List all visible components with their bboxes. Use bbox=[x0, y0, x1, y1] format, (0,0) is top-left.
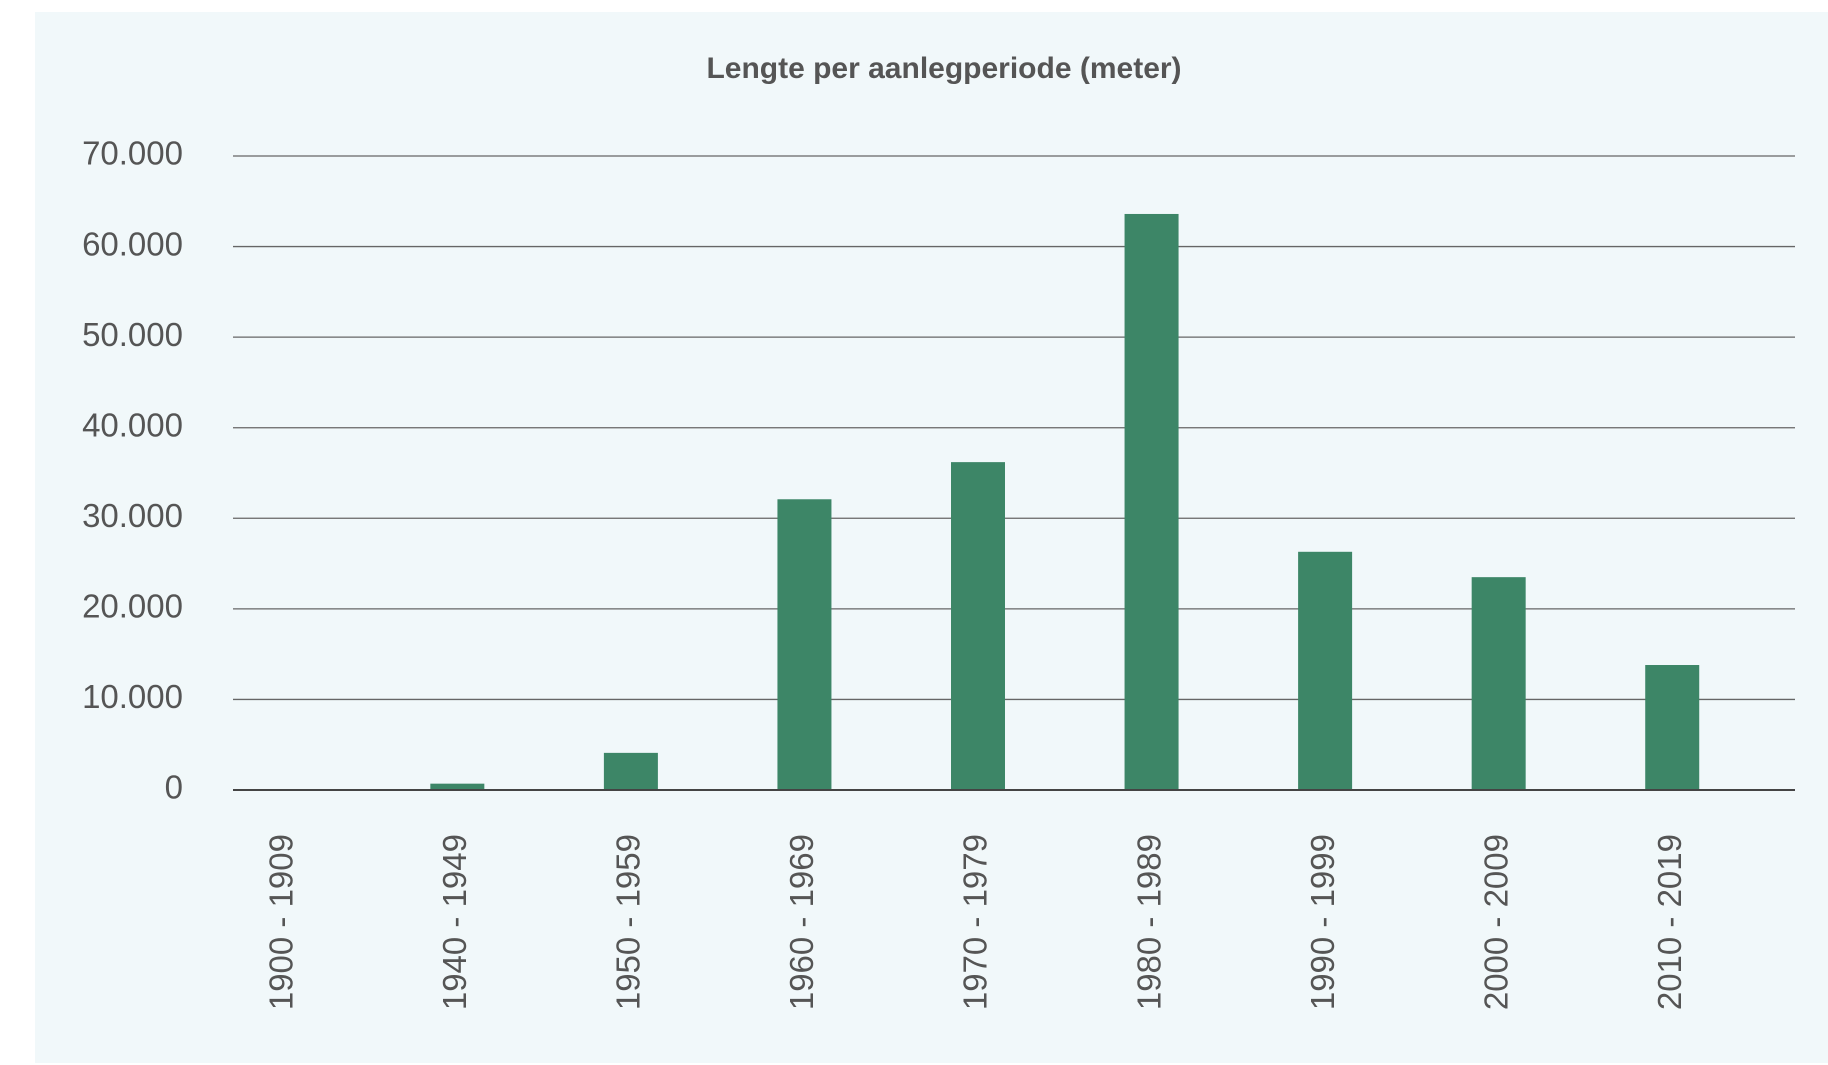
y-tick-label: 50.000 bbox=[82, 316, 183, 353]
bar bbox=[430, 783, 485, 790]
bar bbox=[1298, 551, 1353, 790]
y-tick-label: 10.000 bbox=[82, 678, 183, 715]
y-tick-label: 60.000 bbox=[82, 225, 183, 262]
chart-background bbox=[35, 12, 1828, 1063]
bar bbox=[603, 752, 658, 790]
x-tick-label: 1970 - 1979 bbox=[957, 834, 994, 1010]
x-tick-label: 1980 - 1989 bbox=[1130, 834, 1167, 1010]
y-tick-label: 0 bbox=[165, 769, 183, 806]
bar bbox=[1124, 213, 1179, 791]
x-tick-label: 1960 - 1969 bbox=[783, 834, 820, 1010]
y-tick-label: 70.000 bbox=[82, 135, 183, 172]
x-tick-label: 1940 - 1949 bbox=[436, 834, 473, 1010]
x-tick-label: 2010 - 2019 bbox=[1651, 834, 1688, 1010]
chart-title: Lengte per aanlegperiode (meter) bbox=[706, 52, 1181, 85]
y-tick-label: 30.000 bbox=[82, 497, 183, 534]
bar bbox=[777, 499, 832, 790]
y-tick-label: 40.000 bbox=[82, 406, 183, 443]
bar bbox=[1471, 577, 1526, 790]
x-tick-label: 1990 - 1999 bbox=[1304, 834, 1341, 1010]
x-tick-label: 1900 - 1909 bbox=[262, 834, 299, 1010]
bar bbox=[951, 462, 1005, 790]
x-tick-label: 1950 - 1959 bbox=[610, 834, 647, 1010]
x-tick-label: 2000 - 2009 bbox=[1477, 834, 1514, 1010]
y-tick-label: 20.000 bbox=[82, 588, 183, 625]
bar bbox=[1645, 665, 1700, 790]
